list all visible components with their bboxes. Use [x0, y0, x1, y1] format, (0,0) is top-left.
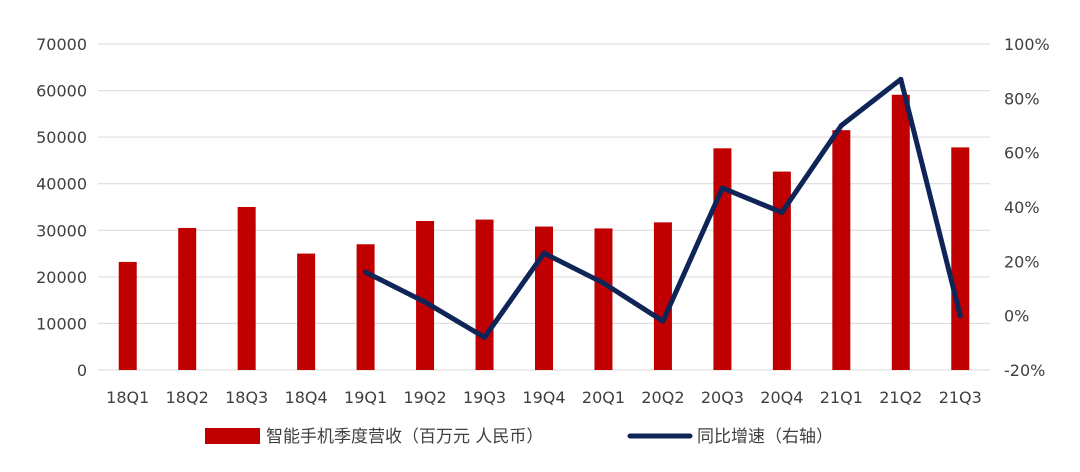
bar-series	[118, 94, 970, 371]
x-tick-label: 20Q3	[701, 388, 744, 407]
line-point	[422, 299, 428, 305]
right-tick-label: 20%	[1004, 252, 1040, 271]
left-axis-ticks: 0 10000 20000 30000 40000 50000 60000 70000	[36, 35, 87, 380]
right-tick-label: 80%	[1004, 89, 1040, 108]
right-tick-label: 40%	[1004, 198, 1040, 217]
bar	[832, 130, 851, 370]
left-tick-label: 60000	[36, 82, 87, 101]
line-point	[541, 250, 547, 256]
line-point	[898, 76, 904, 82]
bar	[297, 253, 316, 370]
bar	[475, 219, 494, 370]
bar	[772, 171, 791, 370]
left-tick-label: 30000	[36, 221, 87, 240]
bar	[891, 94, 910, 371]
right-axis-ticks: -20% 0% 20% 40% 60% 80% 100%	[1004, 35, 1050, 380]
bar	[416, 220, 435, 370]
line-point	[719, 185, 725, 191]
right-tick-label: 100%	[1004, 35, 1050, 54]
bar	[653, 222, 672, 370]
left-tick-label: 0	[77, 361, 87, 380]
right-tick-label: 60%	[1004, 144, 1040, 163]
line-point	[600, 280, 606, 286]
bar	[178, 227, 197, 370]
bar	[713, 148, 732, 370]
line-series	[363, 76, 963, 340]
left-tick-label: 10000	[36, 314, 87, 333]
bar	[951, 147, 970, 370]
bar	[594, 228, 613, 370]
bar	[118, 261, 137, 370]
x-tick-label: 18Q4	[285, 388, 328, 407]
line-point	[660, 318, 666, 324]
x-tick-label: 20Q1	[582, 388, 625, 407]
legend-line-label: 同比增速（右轴）	[697, 427, 833, 447]
left-tick-label: 70000	[36, 35, 87, 54]
left-tick-label: 40000	[36, 175, 87, 194]
line-point	[838, 123, 844, 128]
line-point	[482, 334, 488, 340]
bar	[535, 226, 553, 370]
right-tick-label: 0%	[1004, 307, 1029, 326]
x-axis-ticks: 18Q1 18Q2 18Q3 18Q4 19Q1 19Q2 19Q3 19Q4 20Q1 20Q2…	[106, 388, 982, 407]
x-tick-label: 18Q2	[166, 388, 209, 407]
x-tick-label: 21Q3	[939, 388, 982, 407]
bar	[356, 244, 375, 370]
x-tick-label: 20Q4	[760, 388, 803, 407]
x-tick-label: 21Q2	[879, 388, 922, 407]
x-tick-label: 20Q2	[641, 388, 684, 407]
x-tick-label: 19Q1	[344, 388, 387, 407]
x-tick-label: 18Q1	[106, 388, 149, 407]
left-tick-label: 50000	[36, 128, 87, 147]
x-tick-label: 19Q3	[463, 388, 506, 407]
legend-bar-label: 智能手机季度营收（百万元 人民币）	[266, 427, 543, 447]
line-point	[957, 313, 963, 319]
x-tick-label: 21Q1	[820, 388, 863, 407]
right-tick-label: -20%	[1004, 361, 1045, 380]
x-tick-label: 19Q2	[403, 388, 446, 407]
line-point	[779, 209, 785, 215]
x-tick-label: 18Q3	[225, 388, 268, 407]
x-tick-label: 19Q4	[522, 388, 565, 407]
line-point	[363, 269, 369, 275]
legend-bar-swatch	[205, 428, 260, 444]
left-tick-label: 20000	[36, 268, 87, 287]
bar	[237, 207, 256, 370]
legend: 智能手机季度营收（百万元 人民币） 同比增速（右轴）	[205, 427, 833, 447]
